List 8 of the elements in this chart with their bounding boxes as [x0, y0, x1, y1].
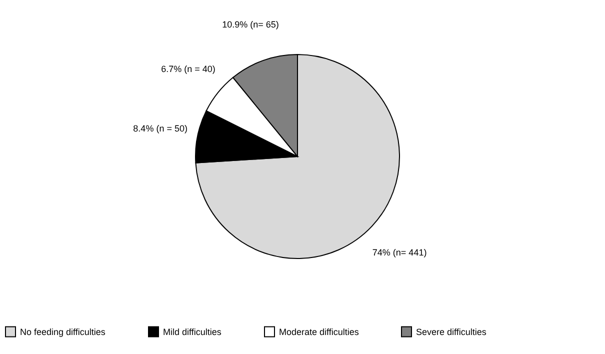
legend-label: Moderate difficulties — [279, 326, 360, 337]
legend-label: No feeding difficulties — [20, 326, 106, 337]
data-label: 6.7% (n = 40) — [161, 64, 216, 74]
data-label: 8.4% (n = 50) — [133, 124, 188, 134]
legend-label: Severe difficulties — [416, 326, 487, 337]
data-label: 10.9% (n= 65) — [222, 20, 279, 30]
legend-label: Mild difficulties — [163, 326, 222, 337]
data-label: 74% (n= 441) — [372, 247, 427, 258]
